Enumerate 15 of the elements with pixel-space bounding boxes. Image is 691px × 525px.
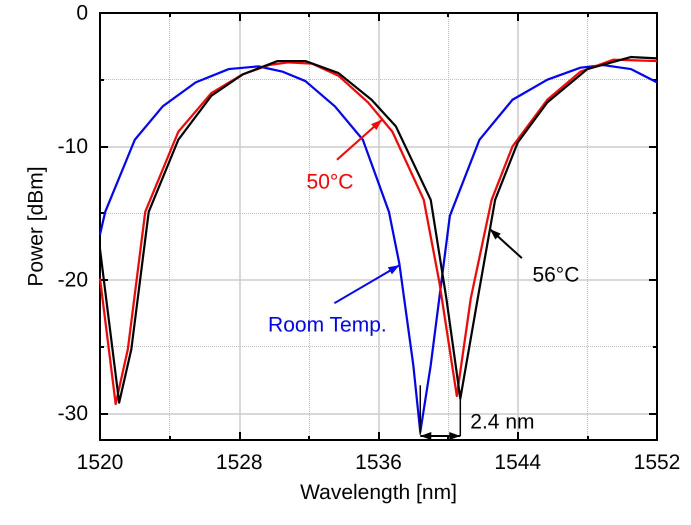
x-tick-label: 1552 [634,451,680,474]
x-tick-label: 1544 [494,451,542,474]
annotation: 50°C [306,170,354,194]
x-tick-label: 1520 [76,451,124,474]
y-tick-label: -10 [58,134,88,158]
y-axis-title: Power [dBm] [24,166,48,287]
x-tick-label: 1536 [355,451,402,474]
annotation: Room Temp. [268,314,387,337]
annotation: 56°C [532,264,580,287]
y-tick-label: 0 [76,2,88,24]
y-tick-label: -30 [58,402,88,425]
annotation: 2.4 nm [470,410,535,434]
y-tick-label: -20 [58,268,88,292]
x-tick-label: 1528 [216,451,263,474]
x-axis-title: Wavelength [nm] [300,481,457,504]
